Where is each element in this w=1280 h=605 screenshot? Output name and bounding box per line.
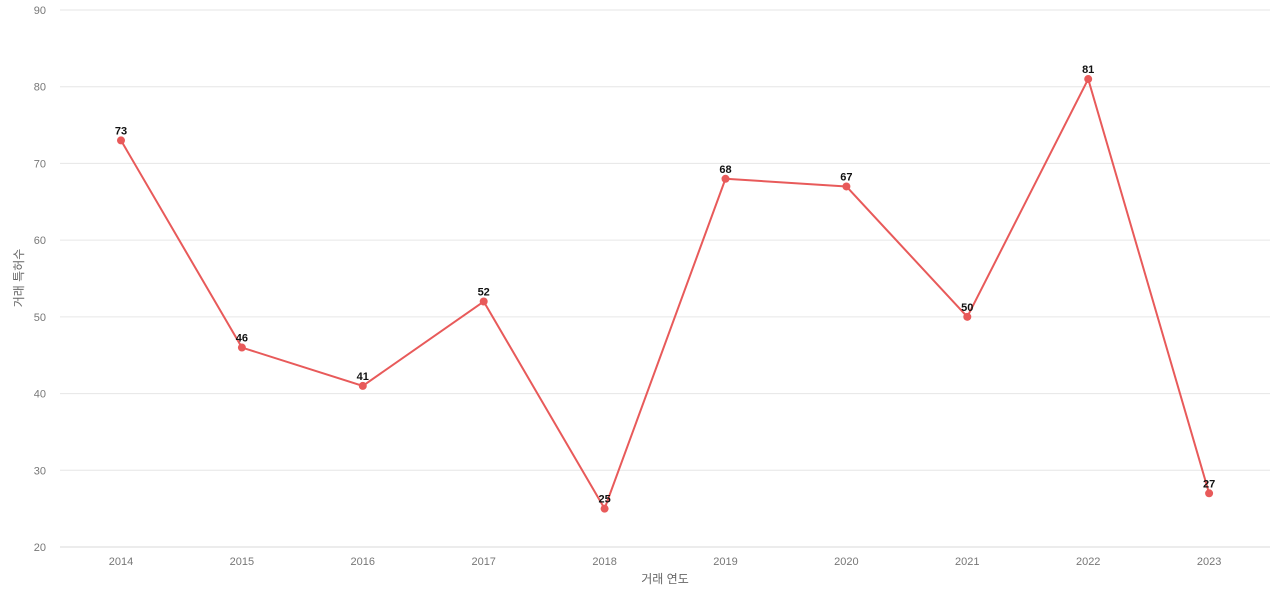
x-tick-label: 2023 <box>1197 556 1221 568</box>
series-line <box>120 78 1211 510</box>
data-label: 73 <box>115 125 127 137</box>
y-axis-ticks: 20 30 40 50 60 70 80 90 <box>34 5 46 554</box>
y-tick-label: 60 <box>34 235 46 247</box>
data-point <box>237 343 246 352</box>
x-tick-label: 2022 <box>1076 556 1100 568</box>
x-tick-label: 2018 <box>592 556 616 568</box>
y-tick-label: 80 <box>34 82 46 94</box>
data-label: 41 <box>357 371 369 383</box>
data-point <box>600 504 609 513</box>
data-point <box>963 312 972 321</box>
x-tick-label: 2021 <box>955 556 979 568</box>
x-axis-ticks: 2014 2015 2016 2017 2018 2019 2020 2021 2022 2023 <box>109 556 1222 568</box>
data-label: 46 <box>236 333 248 345</box>
x-tick-label: 2019 <box>713 556 737 568</box>
y-tick-label: 40 <box>34 389 46 401</box>
data-point <box>358 381 367 390</box>
data-label: 68 <box>719 164 731 176</box>
data-point <box>842 182 851 191</box>
data-label: 81 <box>1082 64 1094 76</box>
x-tick-label: 2014 <box>109 556 133 568</box>
x-tick-label: 2015 <box>230 556 254 568</box>
y-tick-label: 20 <box>34 542 46 554</box>
data-label: 50 <box>961 302 973 314</box>
data-labels-layer: 73 46 41 52 25 68 67 50 81 27 <box>115 64 1215 506</box>
series-layer <box>120 78 1211 510</box>
x-tick-label: 2017 <box>471 556 495 568</box>
y-tick-label: 50 <box>34 312 46 324</box>
data-point <box>1084 75 1093 84</box>
x-tick-label: 2016 <box>351 556 375 568</box>
data-point <box>721 174 730 183</box>
y-tick-label: 90 <box>34 5 46 17</box>
grid-layer <box>60 9 1270 548</box>
y-axis-title: 거래 특허수 <box>12 249 26 308</box>
data-label: 67 <box>840 171 852 183</box>
x-axis-title: 거래 연도 <box>641 572 689 586</box>
y-tick-label: 30 <box>34 465 46 477</box>
y-tick-label: 70 <box>34 158 46 170</box>
points-layer <box>117 75 1214 513</box>
data-label: 25 <box>598 494 610 506</box>
data-point <box>479 297 488 306</box>
data-point <box>117 136 125 145</box>
x-tick-label: 2020 <box>834 556 858 568</box>
data-label: 27 <box>1203 478 1215 490</box>
data-label: 52 <box>478 287 490 299</box>
data-point <box>1205 489 1214 498</box>
